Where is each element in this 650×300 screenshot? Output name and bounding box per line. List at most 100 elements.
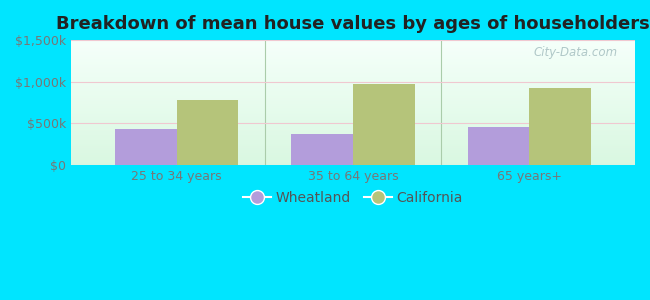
Bar: [71, 164, 635, 165]
Bar: [71, 158, 635, 159]
Bar: [71, 70, 635, 71]
Bar: [71, 42, 635, 43]
Bar: [71, 69, 635, 70]
Bar: [71, 108, 635, 109]
Bar: [71, 103, 635, 104]
Bar: [71, 152, 635, 153]
Bar: [71, 110, 635, 111]
Bar: [71, 67, 635, 68]
Bar: [71, 123, 635, 124]
Bar: [71, 118, 635, 119]
Bar: [71, 106, 635, 107]
Bar: [71, 132, 635, 133]
Bar: [71, 145, 635, 146]
Bar: [71, 60, 635, 61]
Bar: [71, 62, 635, 63]
Bar: [71, 157, 635, 158]
Bar: [71, 74, 635, 75]
Bar: [71, 83, 635, 84]
Bar: [71, 65, 635, 66]
Bar: [71, 151, 635, 152]
Bar: [71, 129, 635, 130]
Bar: [71, 133, 635, 134]
Bar: [71, 156, 635, 157]
Bar: [71, 56, 635, 57]
Bar: [71, 93, 635, 94]
Bar: [71, 153, 635, 154]
Bar: [71, 79, 635, 80]
Bar: [71, 140, 635, 141]
Bar: [71, 122, 635, 123]
Bar: [71, 97, 635, 98]
Bar: [71, 51, 635, 52]
Bar: [71, 126, 635, 127]
Bar: [71, 43, 635, 44]
Bar: [71, 109, 635, 110]
Bar: [71, 59, 635, 60]
Bar: [71, 111, 635, 112]
Bar: [71, 94, 635, 95]
Bar: [71, 47, 635, 48]
Bar: [71, 163, 635, 164]
Bar: [71, 119, 635, 120]
Bar: [71, 143, 635, 144]
Bar: [71, 112, 635, 113]
Bar: [71, 50, 635, 51]
Bar: [71, 82, 635, 83]
Bar: [71, 86, 635, 87]
Bar: [71, 46, 635, 47]
Bar: [291, 134, 353, 165]
Bar: [71, 85, 635, 86]
Bar: [71, 125, 635, 126]
Bar: [71, 48, 635, 49]
Bar: [71, 137, 635, 138]
Bar: [71, 100, 635, 101]
Bar: [71, 53, 635, 54]
Bar: [71, 92, 635, 93]
Bar: [115, 129, 177, 165]
Bar: [71, 124, 635, 125]
Bar: [71, 128, 635, 129]
Bar: [71, 71, 635, 72]
Bar: [71, 117, 635, 118]
Bar: [71, 78, 635, 79]
Bar: [71, 96, 635, 97]
Bar: [71, 66, 635, 67]
Bar: [71, 116, 635, 117]
Bar: [177, 100, 239, 165]
Bar: [71, 54, 635, 55]
Bar: [71, 45, 635, 46]
Bar: [71, 80, 635, 81]
Bar: [71, 91, 635, 92]
Bar: [71, 52, 635, 53]
Bar: [71, 142, 635, 143]
Bar: [71, 144, 635, 145]
Bar: [71, 101, 635, 102]
Bar: [71, 104, 635, 105]
Bar: [71, 105, 635, 106]
Bar: [71, 95, 635, 96]
Bar: [71, 134, 635, 135]
Bar: [71, 159, 635, 160]
Bar: [71, 107, 635, 108]
Bar: [71, 148, 635, 149]
Bar: [71, 87, 635, 88]
Bar: [71, 75, 635, 76]
Bar: [71, 98, 635, 99]
Bar: [467, 127, 529, 165]
Bar: [71, 154, 635, 155]
Bar: [71, 58, 635, 59]
Bar: [71, 89, 635, 90]
Bar: [71, 49, 635, 50]
Text: City-Data.com: City-Data.com: [534, 46, 618, 59]
Bar: [529, 88, 591, 165]
Bar: [71, 115, 635, 116]
Bar: [71, 102, 635, 103]
Bar: [71, 57, 635, 58]
Bar: [71, 121, 635, 122]
Bar: [71, 136, 635, 137]
Bar: [71, 120, 635, 121]
Bar: [71, 154, 635, 155]
Bar: [71, 81, 635, 82]
Bar: [71, 88, 635, 89]
